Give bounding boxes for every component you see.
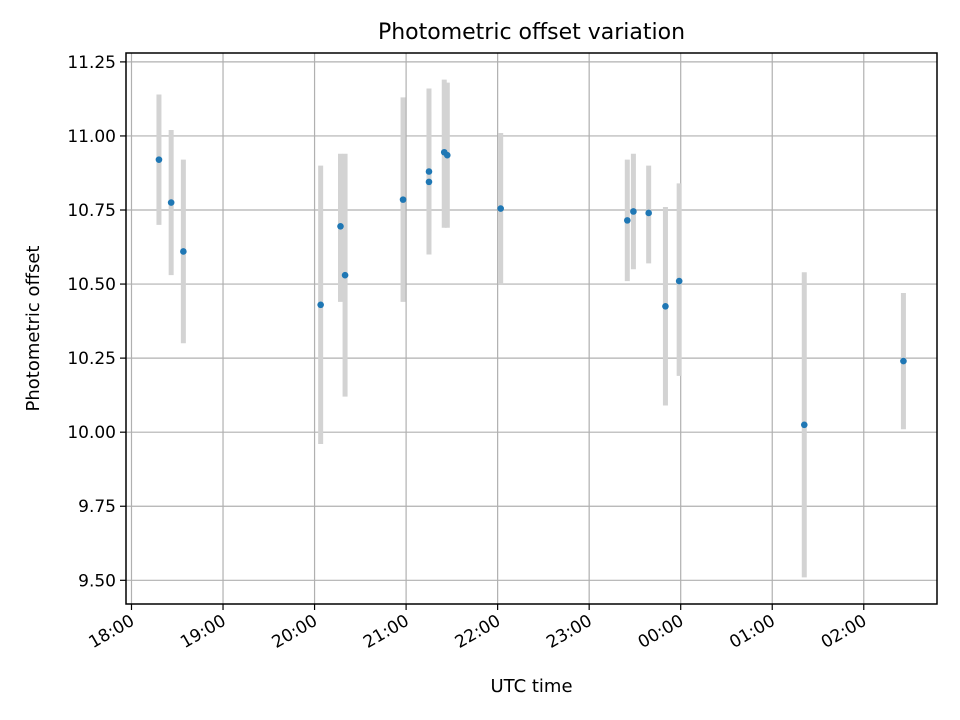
y-tick-label: 10.00 [67,423,116,443]
data-point [645,209,652,217]
x-tick-label: 19:00 [177,611,229,653]
x-tick-label: 22:00 [452,611,504,653]
data-point [180,248,187,255]
y-tick-label: 11.00 [67,127,116,147]
axis-ticks: 18:00 19:00 20:00 21:00 22:00 23:00 00:00 01:00… [67,53,870,653]
data-point [399,196,407,203]
data-point [443,151,451,159]
error-bars [156,79,906,578]
data-point [425,178,433,186]
y-tick-label: 9.50 [78,571,116,591]
x-tick-label: 01:00 [726,611,778,653]
y-tick-label: 10.25 [67,349,116,369]
grid-lines [126,53,937,604]
x-tick-label: 02:00 [818,611,870,653]
y-axis-label: Photometric offset [23,246,44,412]
x-axis-label: UTC time [490,676,572,697]
data-point [497,205,504,212]
data-point [900,357,907,365]
data-point [155,156,163,163]
data-point [675,277,683,285]
data-point [630,208,637,215]
y-tick-label: 10.75 [67,201,116,221]
data-point [425,168,433,175]
x-tick-label: 21:00 [360,611,412,653]
data-point [317,301,324,309]
x-tick-label: 00:00 [635,611,687,653]
x-tick-label: 18:00 [86,611,138,653]
data-point [337,222,344,230]
data-points [155,148,907,429]
data-point [167,199,175,206]
x-tick-label: 20:00 [269,611,321,653]
plot-frame [125,52,938,605]
data-point [341,271,349,279]
y-tick-label: 9.75 [78,497,116,517]
y-tick-label: 11.25 [67,53,116,73]
data-point [662,302,669,310]
data-point [800,421,808,429]
data-point [624,217,631,224]
y-tick-label: 10.50 [67,275,116,295]
x-tick-label: 23:00 [543,611,595,653]
chart-title: Photometric offset variation [378,20,685,45]
